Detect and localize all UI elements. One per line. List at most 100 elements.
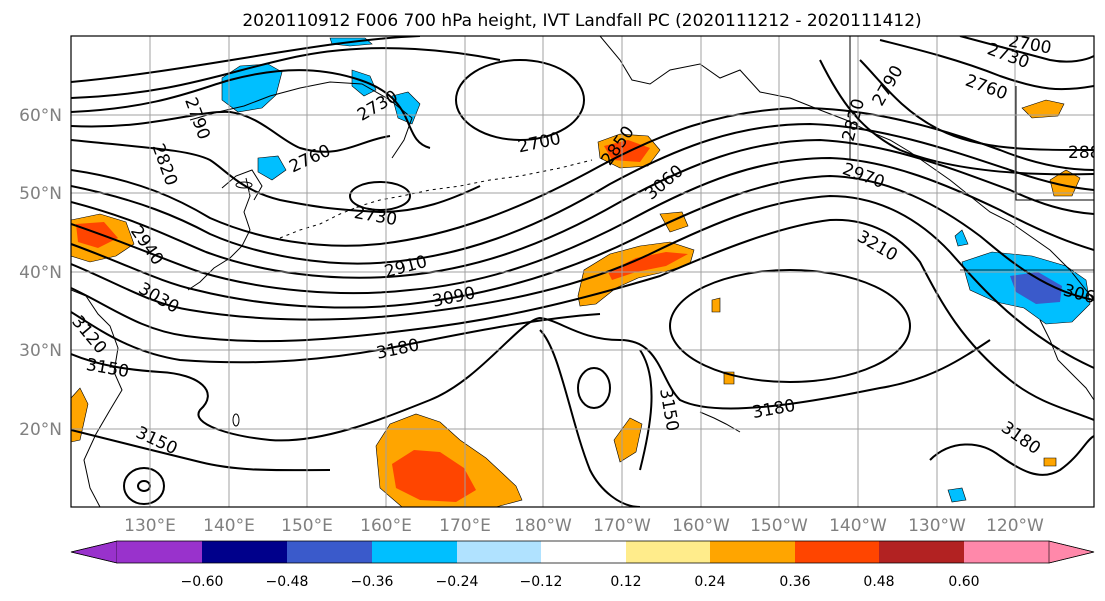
- colorbar-tick: −0.36: [351, 574, 394, 590]
- colorbar-outline: [70, 540, 1095, 564]
- colorbar-segment: [879, 541, 964, 563]
- colorbar-segment: [202, 541, 287, 563]
- lon-label: 150°E: [281, 516, 333, 536]
- map-title: 2020110912 F006 700 hPa height, IVT Land…: [242, 11, 921, 31]
- lat-label: 30°N: [19, 341, 62, 361]
- contour-line: [71, 138, 1094, 279]
- ivt-blue-region: [947, 487, 967, 503]
- ivt-blue-region: [391, 91, 421, 125]
- contour-line: [959, 36, 1094, 63]
- lon-label: 140°W: [829, 516, 887, 536]
- colorbar-tick: 0.48: [863, 574, 894, 590]
- ivt-positive-shading: [71, 99, 1081, 507]
- colorbar-tick: 0.24: [694, 574, 725, 590]
- asia-coastline: [71, 289, 123, 507]
- colorbar-tick: −0.48: [266, 574, 309, 590]
- lon-label: 130°W: [908, 516, 966, 536]
- lon-label: 160°E: [360, 516, 412, 536]
- contour-line: [879, 39, 1094, 91]
- contour-line: [71, 106, 1094, 247]
- contour-line: [71, 311, 601, 364]
- colorbar-segment: [541, 541, 626, 563]
- lon-label: 120°W: [986, 516, 1044, 536]
- ivt-blue-region: [221, 63, 283, 113]
- aleutian-islands: [279, 159, 593, 239]
- height-contours: [71, 36, 1094, 507]
- lon-label: 170°E: [439, 516, 491, 536]
- colorbar-tick: 0.36: [779, 574, 810, 590]
- colorbar-segment: [117, 541, 202, 563]
- contour-line: [123, 467, 165, 505]
- colorbar-tick: −0.60: [181, 574, 224, 590]
- ivt-blue-region: [257, 155, 287, 181]
- colorbar-tick: −0.12: [520, 574, 563, 590]
- colorbar-segment: [795, 541, 879, 563]
- lat-label: 50°N: [19, 184, 62, 204]
- contour-line: [455, 59, 585, 141]
- ivt-orange-region: [1021, 99, 1065, 119]
- contour-line: [71, 218, 1094, 421]
- contour-line: [349, 181, 411, 211]
- colorbar-segment: [964, 541, 1049, 563]
- lon-label: 180°W: [514, 516, 572, 536]
- contour-line: [71, 174, 1094, 309]
- contour-line: [539, 329, 641, 507]
- lat-label: 20°N: [19, 420, 62, 440]
- lat-label: 60°N: [19, 106, 62, 126]
- coastlines: [71, 36, 1094, 507]
- map-panel: 2790 2820 2730 2760 2700 2850 3060 2820 …: [71, 31, 1105, 507]
- contour-label: 2880: [1068, 143, 1105, 163]
- colorbar-tick: 0.60: [948, 574, 979, 590]
- contour-line: [929, 435, 1094, 476]
- contour-line: [639, 349, 653, 471]
- lat-labels: 60°N 50°N 40°N 30°N 20°N: [19, 106, 62, 440]
- contour-line: [859, 59, 1094, 151]
- contour-line: [71, 429, 331, 472]
- border-line: [1015, 86, 1094, 201]
- graticule: [71, 36, 1094, 507]
- colorbar-extend-high: [1048, 540, 1095, 564]
- colorbar-extend-low: [70, 540, 118, 564]
- lat-label: 40°N: [19, 263, 62, 283]
- ivt-blue-region: [954, 229, 969, 247]
- lon-label: 130°E: [124, 516, 176, 536]
- colorbar-segment: [626, 541, 710, 563]
- sakhalin-coastline: [221, 169, 263, 201]
- colorbar-segment: [372, 541, 457, 563]
- colorbar-ticks: −0.60 −0.48 −0.36 −0.24 −0.12 0.12 0.24 …: [181, 574, 980, 590]
- colorbar-segment: [457, 541, 541, 563]
- island: [235, 181, 253, 189]
- contour-line: [71, 194, 1094, 369]
- ivt-darkblue-region: [1010, 272, 1062, 304]
- contour-line: [577, 367, 611, 409]
- ivt-orange-region: [711, 297, 721, 313]
- contour-line: [71, 122, 1094, 265]
- baja-coastline: [1039, 319, 1094, 401]
- colorbar-segment: [710, 541, 795, 563]
- contour-line: [71, 316, 991, 442]
- contour-line: [71, 36, 421, 83]
- ivt-red-region: [604, 140, 650, 162]
- colorbar: −0.60 −0.48 −0.36 −0.24 −0.12 0.12 0.24 …: [70, 540, 1095, 590]
- ivt-red-region: [392, 450, 476, 502]
- ivt-red-region: [608, 252, 688, 280]
- island: [232, 413, 240, 427]
- contour-line: [71, 47, 501, 99]
- contour-line: [71, 110, 391, 153]
- ivt-orange-region: [1043, 457, 1057, 467]
- colorbar-segment: [287, 541, 372, 563]
- lon-label: 140°E: [203, 516, 255, 536]
- contour-line: [71, 69, 431, 149]
- contour-label: 2700: [1007, 31, 1053, 58]
- colorbar-tick: 0.12: [610, 574, 641, 590]
- lon-label: 170°W: [593, 516, 651, 536]
- lon-label: 160°W: [672, 516, 730, 536]
- map-frame: [70, 35, 1095, 508]
- lon-label: 150°W: [750, 516, 808, 536]
- colorbar-tick: −0.24: [436, 574, 479, 590]
- alaska-canada-coastline: [599, 36, 1094, 301]
- contour-line: [819, 59, 1094, 176]
- contour-line: [669, 269, 911, 383]
- contour-line: [71, 139, 481, 214]
